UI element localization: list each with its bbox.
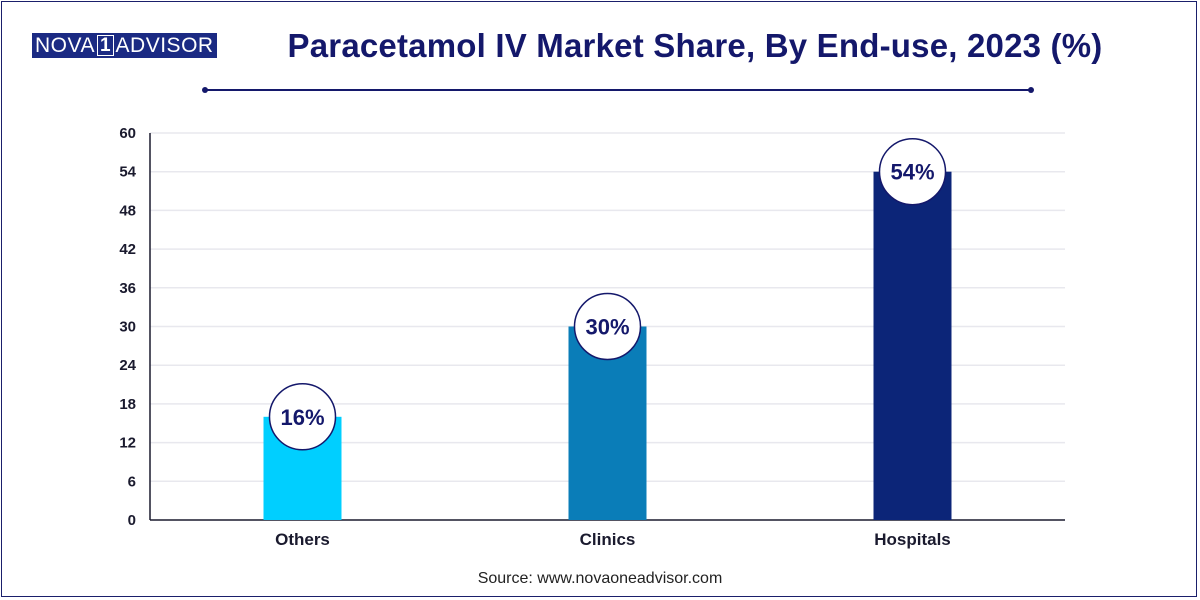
x-tick-label: Hospitals <box>874 530 951 549</box>
x-tick-label: Clinics <box>580 530 636 549</box>
y-tick-label: 6 <box>128 473 136 490</box>
y-tick-label: 0 <box>128 512 136 529</box>
x-tick-label: Others <box>275 530 330 549</box>
data-label: 30% <box>585 315 629 340</box>
y-tick-label: 36 <box>119 280 136 297</box>
data-label-bubble <box>268 383 337 451</box>
y-tick-label: 18 <box>119 396 136 413</box>
chart-title: Paracetamol IV Market Share, By End-use,… <box>287 27 1103 64</box>
source-note: Source: www.novaoneadvisor.com <box>477 570 723 587</box>
logo-text-right: ADVISOR <box>115 34 214 57</box>
y-tick-label: 54 <box>119 164 136 181</box>
brand-logo: NOVA 1 ADVISOR <box>32 33 217 58</box>
y-tick-label: 12 <box>119 435 136 452</box>
y-tick-label: 24 <box>119 357 136 374</box>
data-label-bubble <box>573 292 642 361</box>
y-tick-label: 48 <box>119 202 136 219</box>
data-label: 54% <box>890 160 934 185</box>
logo-text-mid: 1 <box>96 35 114 56</box>
data-label-bubble <box>878 137 947 206</box>
y-tick-label: 60 <box>119 125 136 142</box>
y-tick-label: 30 <box>119 319 136 336</box>
data-label: 16% <box>280 405 324 430</box>
bar-hospitals <box>873 171 952 520</box>
divider-right-dot <box>1028 87 1034 93</box>
divider-left-dot <box>202 87 208 93</box>
title-divider <box>205 89 1031 91</box>
logo-text-left: NOVA <box>35 34 95 57</box>
y-tick-label: 42 <box>119 241 136 258</box>
